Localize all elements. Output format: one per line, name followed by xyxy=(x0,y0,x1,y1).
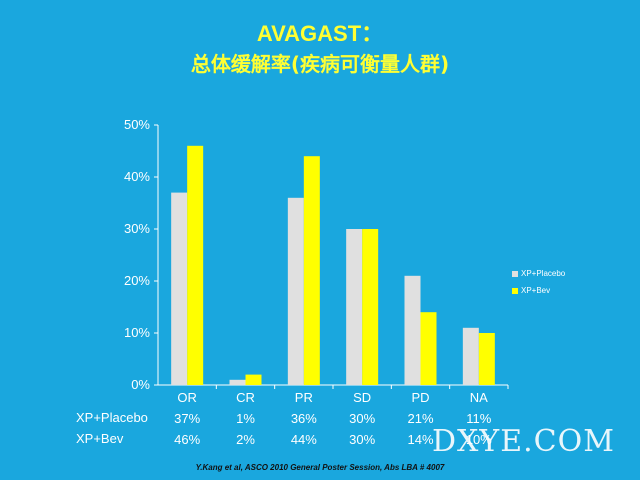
slide-subtitle: 总体缓解率(疾病可衡量人群) xyxy=(190,52,450,76)
y-tick-label: 10% xyxy=(124,325,150,340)
y-tick-label: 20% xyxy=(124,273,150,288)
y-tick-label: 0% xyxy=(131,377,150,392)
bar-bev-pr xyxy=(303,156,320,385)
table-value-placebo: 37% xyxy=(174,411,200,426)
citation: Y.Kang et al, ASCO 2010 General Poster S… xyxy=(195,463,445,472)
y-tick-label: 50% xyxy=(124,117,150,132)
table-value-bev: 44% xyxy=(291,432,317,447)
watermark-logo: DXYE.COM xyxy=(432,424,615,459)
table-value-bev: 14% xyxy=(407,432,433,447)
y-tick-label: 40% xyxy=(124,169,150,184)
legend-swatch-bev xyxy=(512,287,518,294)
bar-bev-sd xyxy=(362,229,379,385)
x-tick-label: PR xyxy=(295,390,313,405)
x-tick-label: NA xyxy=(470,390,488,405)
table-value-placebo: 21% xyxy=(407,411,433,426)
bar-bev-or xyxy=(187,145,204,385)
bar-bev-na xyxy=(478,333,495,385)
legend-item-bev: XP+Bev xyxy=(512,286,550,295)
x-tick-label: CR xyxy=(236,390,255,405)
legend-item-placebo: XP+Placebo xyxy=(512,269,565,278)
table-value-placebo: 36% xyxy=(291,411,317,426)
row-label-placebo: XP+Placebo xyxy=(76,410,148,425)
bar-placebo-sd xyxy=(346,229,363,385)
table-value-bev: 46% xyxy=(174,432,200,447)
table-value-placebo: 1% xyxy=(236,411,255,426)
x-tick-label: PD xyxy=(411,390,429,405)
x-tick-label: SD xyxy=(353,390,371,405)
x-tick-label: OR xyxy=(177,390,197,405)
legend-label-bev: XP+Bev xyxy=(521,286,551,295)
bar-placebo-cr xyxy=(229,379,246,385)
table-value-bev: 2% xyxy=(236,432,255,447)
table-value-placebo: 11% xyxy=(466,411,491,426)
legend-swatch-placebo xyxy=(512,270,518,277)
bar-bev-cr xyxy=(245,374,262,385)
bar-placebo-or xyxy=(171,192,188,385)
slide-title: AVAGAST： xyxy=(256,21,384,46)
row-label-bev: XP+Bev xyxy=(76,431,124,446)
bar-placebo-na xyxy=(462,327,479,385)
bar-placebo-pd xyxy=(404,275,421,385)
table-value-bev: 30% xyxy=(349,432,375,447)
y-tick-label: 30% xyxy=(124,221,150,236)
bar-placebo-pr xyxy=(287,197,304,385)
table-value-placebo: 30% xyxy=(349,411,375,426)
legend-label-placebo: XP+Placebo xyxy=(521,269,566,278)
table-value-bev: 10% xyxy=(466,432,492,447)
bar-bev-pd xyxy=(420,312,437,385)
